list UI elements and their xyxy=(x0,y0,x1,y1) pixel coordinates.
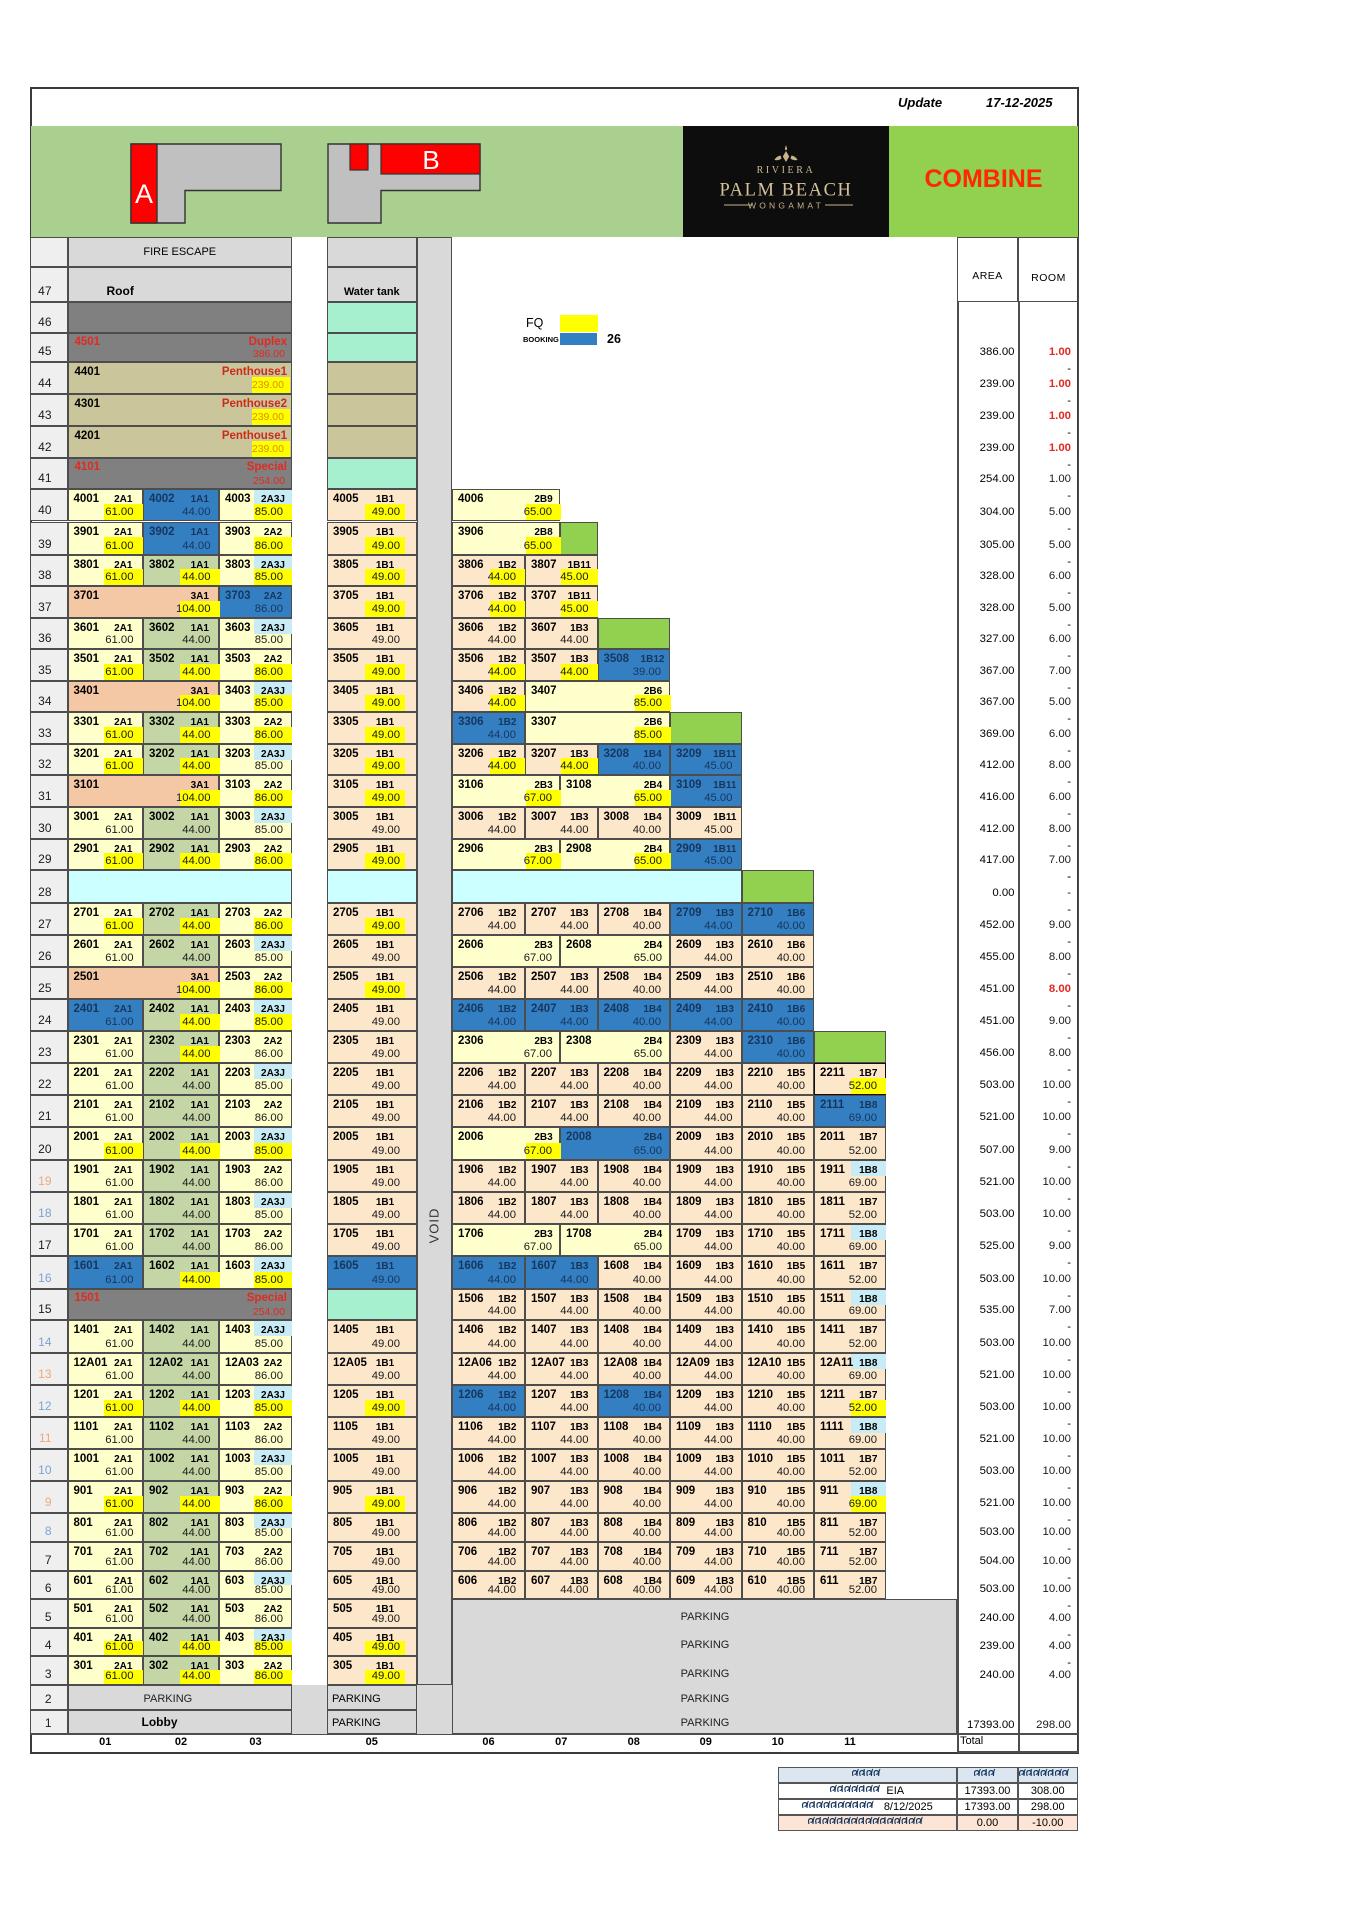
svg-text:WONGAMAT: WONGAMAT xyxy=(748,201,824,211)
svg-text:PALM BEACH: PALM BEACH xyxy=(719,181,852,201)
svg-text:B: B xyxy=(422,145,439,175)
svg-text:RIVIERA: RIVIERA xyxy=(757,165,816,176)
svg-text:A: A xyxy=(135,179,153,209)
